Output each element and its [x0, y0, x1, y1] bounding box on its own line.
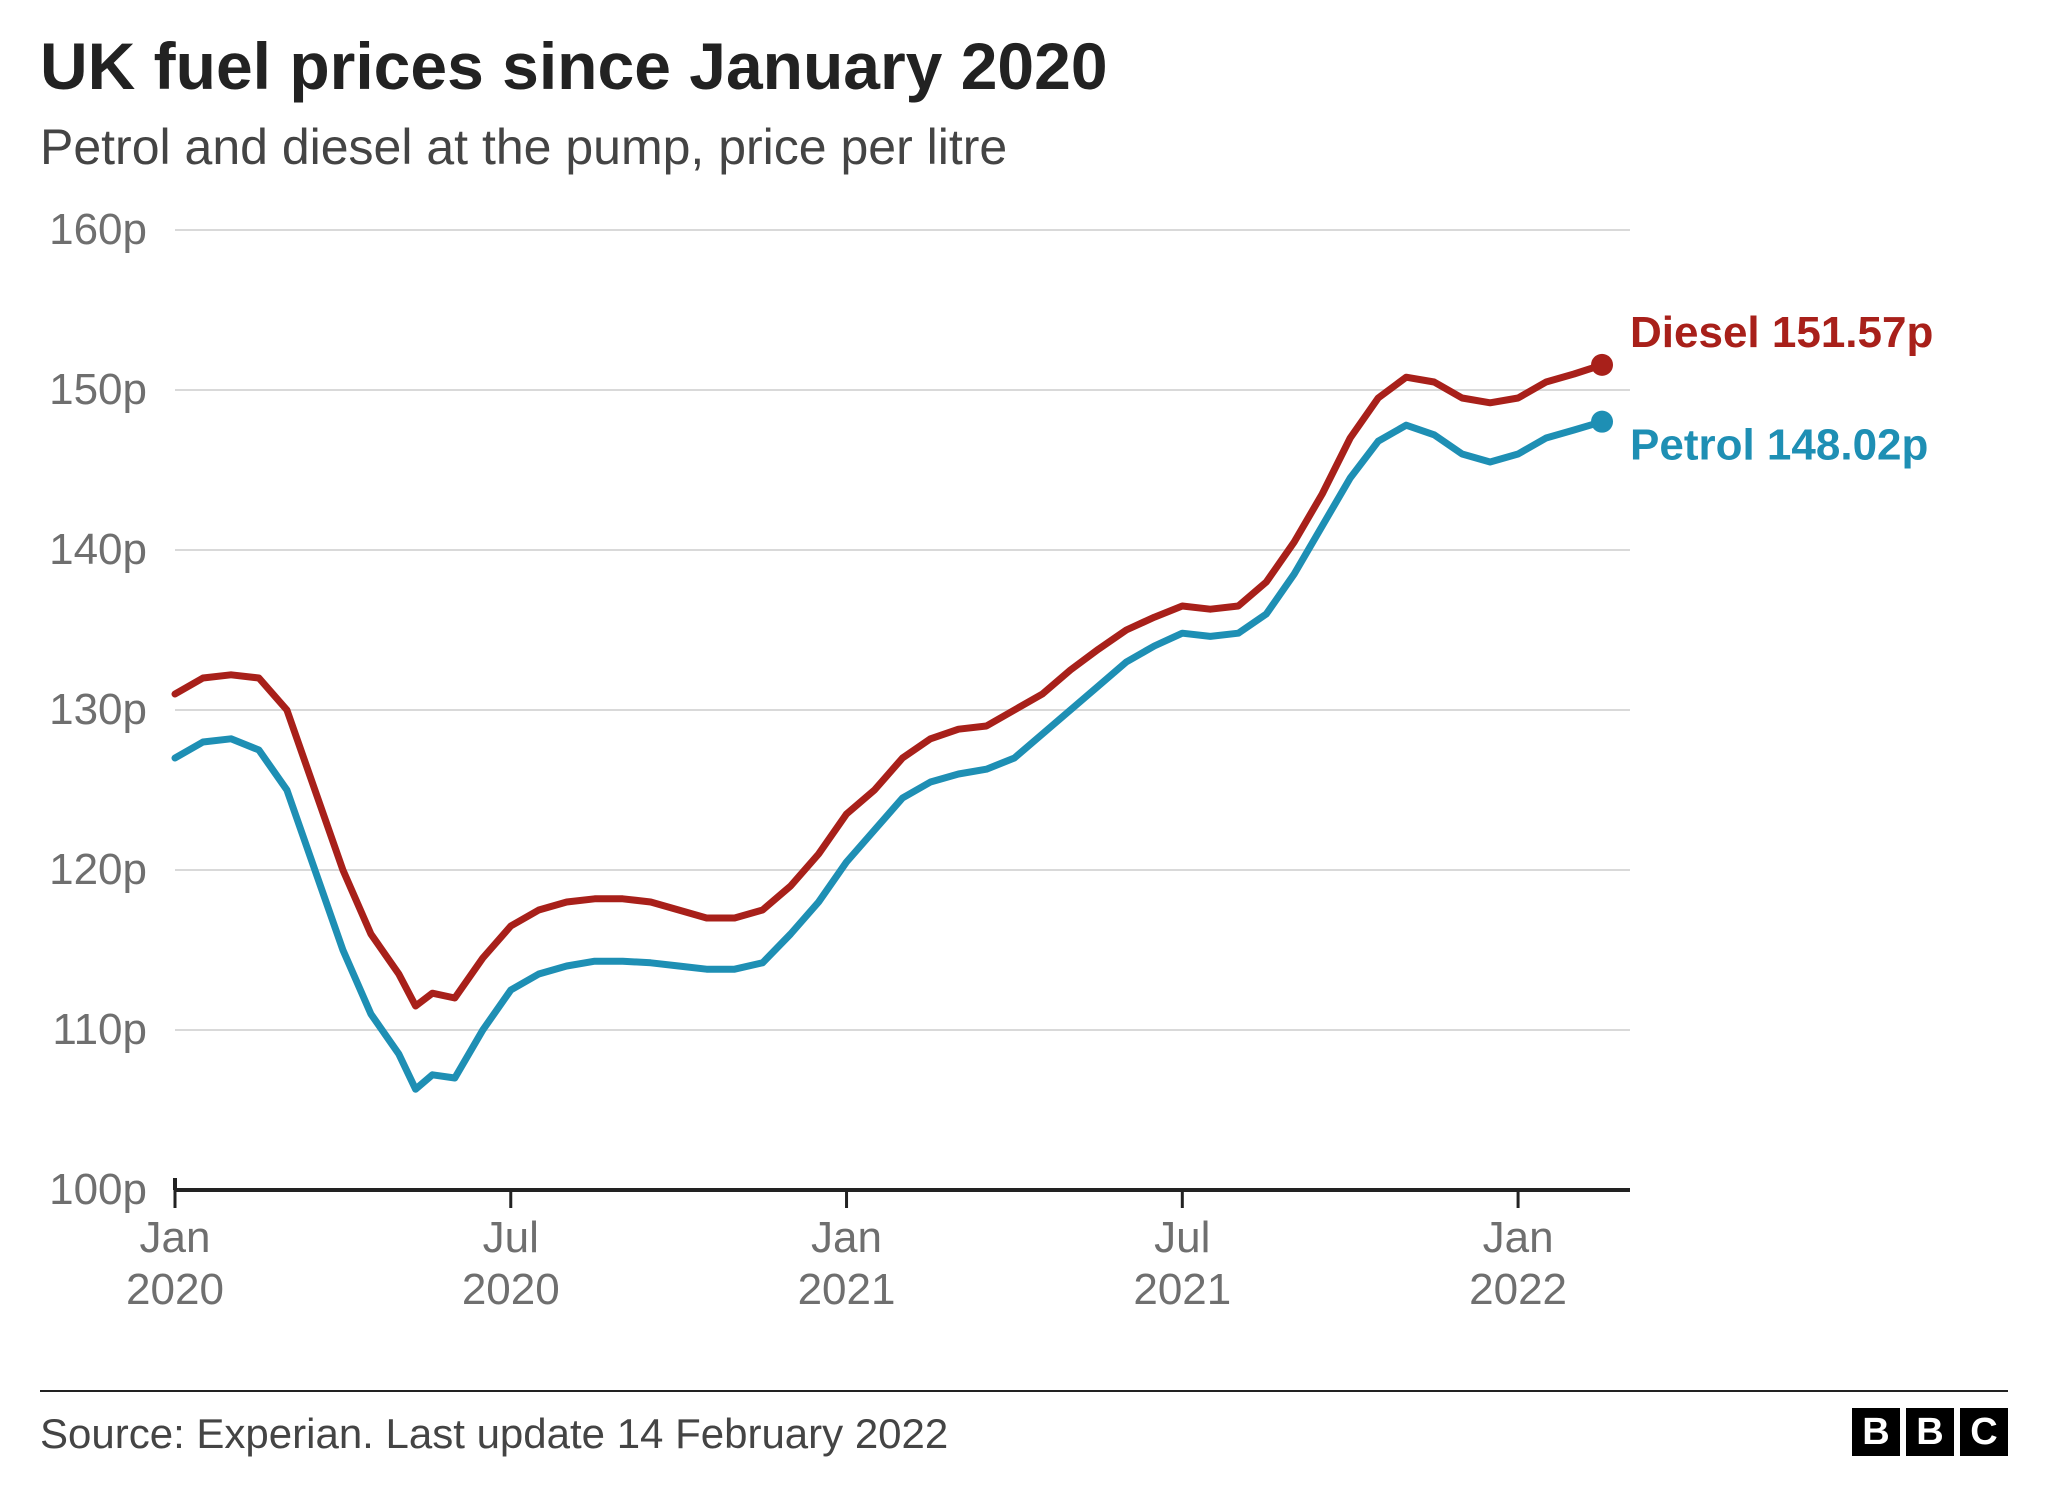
y-axis-label: 140p — [49, 525, 147, 574]
bbc-logo: BBC — [1852, 1408, 2008, 1456]
chart-container: UK fuel prices since January 2020 Petrol… — [0, 0, 2048, 1504]
y-axis-label: 110p — [52, 1005, 147, 1054]
x-axis-label: 2022 — [1469, 1265, 1567, 1314]
logo-letter: C — [1960, 1408, 2008, 1456]
x-axis-label: Jul — [1154, 1213, 1210, 1262]
line-chart: 100p110p120p130p140p150p160pJan2020Jul20… — [0, 0, 2048, 1504]
footer-divider — [40, 1390, 2008, 1392]
y-axis-label: 160p — [49, 205, 147, 254]
x-axis-label: 2021 — [798, 1265, 896, 1314]
logo-letter: B — [1906, 1408, 1954, 1456]
series-line-petrol — [175, 422, 1602, 1089]
x-axis-label: 2020 — [462, 1265, 560, 1314]
y-axis-label: 130p — [49, 685, 147, 734]
x-axis-label: Jul — [483, 1213, 539, 1262]
series-label-diesel: Diesel 151.57p — [1630, 308, 1933, 357]
source-text: Source: Experian. Last update 14 Februar… — [40, 1410, 948, 1458]
series-label-petrol: Petrol 148.02p — [1630, 421, 1928, 470]
series-line-diesel — [175, 365, 1602, 1006]
x-axis-label: 2020 — [126, 1265, 224, 1314]
x-axis-label: 2021 — [1133, 1265, 1231, 1314]
x-axis-label: Jan — [140, 1213, 211, 1262]
y-axis-label: 100p — [49, 1165, 147, 1214]
end-marker-petrol — [1591, 411, 1613, 433]
x-axis-label: Jan — [811, 1213, 882, 1262]
y-axis-label: 150p — [49, 365, 147, 414]
end-marker-diesel — [1591, 354, 1613, 376]
y-axis-label: 120p — [49, 845, 147, 894]
x-axis-label: Jan — [1483, 1213, 1554, 1262]
logo-letter: B — [1852, 1408, 1900, 1456]
